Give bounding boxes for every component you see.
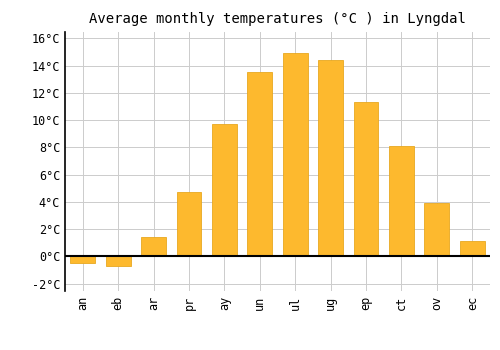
Title: Average monthly temperatures (°C ) in Lyngdal: Average monthly temperatures (°C ) in Ly… xyxy=(89,12,466,26)
Bar xyxy=(212,124,237,257)
Bar xyxy=(248,72,272,257)
Bar xyxy=(389,146,414,257)
Bar xyxy=(424,203,450,257)
Bar xyxy=(70,257,95,263)
Bar xyxy=(354,103,378,257)
Bar xyxy=(283,53,308,257)
Bar xyxy=(141,237,166,257)
Bar xyxy=(460,241,484,257)
Bar xyxy=(176,193,202,257)
Bar xyxy=(318,60,343,257)
Bar xyxy=(106,257,130,266)
